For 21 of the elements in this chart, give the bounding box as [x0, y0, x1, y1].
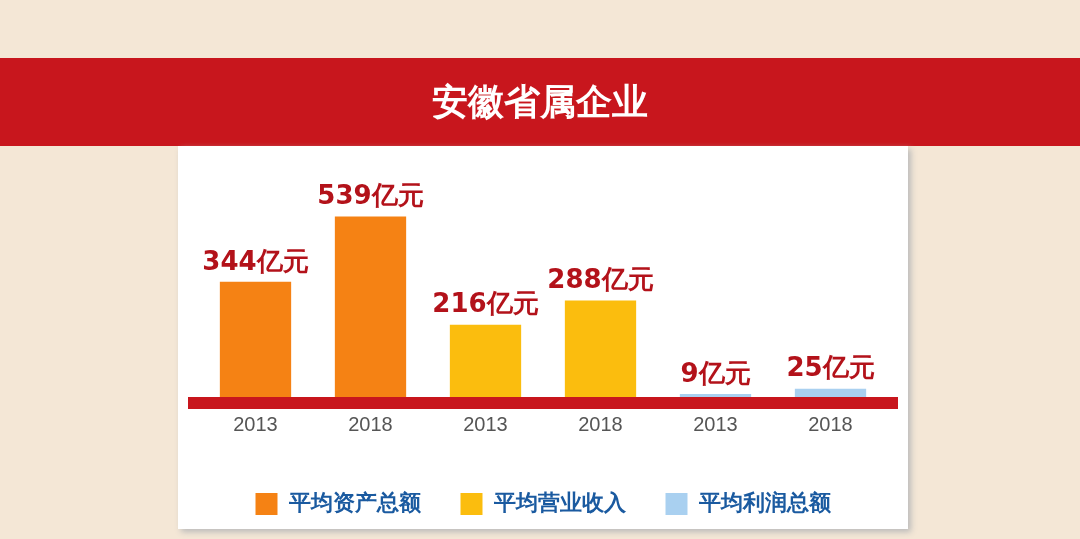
- x-tick-label: 2018: [578, 412, 623, 435]
- data-label: 216亿元: [432, 288, 539, 319]
- bar: [334, 216, 407, 397]
- data-label: 9亿元: [680, 357, 751, 388]
- x-tick-label: 2018: [808, 412, 853, 435]
- legend-label: 平均营业收入: [492, 490, 627, 516]
- data-label: 288亿元: [547, 264, 654, 295]
- bar: [564, 300, 637, 397]
- legend-label: 平均资产总额: [287, 490, 422, 516]
- bar: [449, 324, 522, 397]
- bar: [219, 281, 292, 397]
- legend-label: 平均利润总额: [697, 490, 832, 516]
- x-tick-label: 2013: [693, 412, 738, 435]
- x-tick-label: 2013: [233, 412, 278, 435]
- data-label: 539亿元: [317, 180, 424, 211]
- bar: [794, 388, 867, 397]
- bar: [679, 393, 752, 397]
- data-label: 25亿元: [786, 352, 875, 383]
- data-label: 344亿元: [202, 245, 309, 276]
- x-tick-label: 2018: [348, 412, 393, 435]
- x-tick-label: 2013: [463, 412, 508, 435]
